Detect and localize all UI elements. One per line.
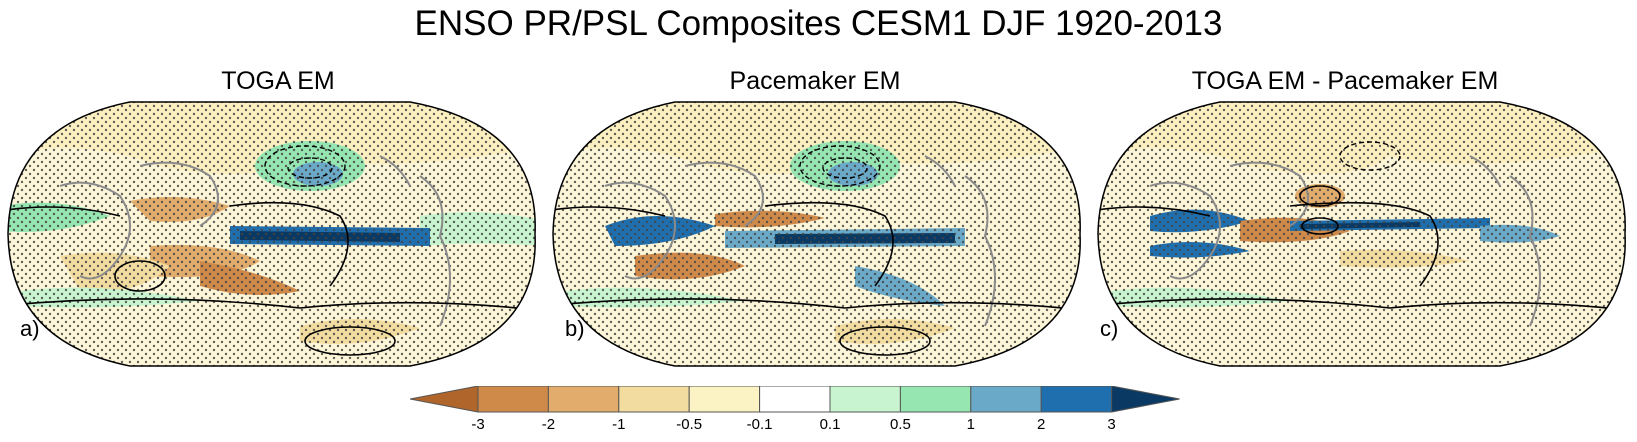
map-pacemaker-em <box>552 101 1081 367</box>
colorbar-box <box>547 386 620 413</box>
map-toga-em <box>7 101 536 367</box>
panel-title-c: TOGA EM - Pacemaker EM <box>1191 67 1499 95</box>
colorbar-box <box>899 386 972 413</box>
panel-pacemaker-em: Pacemaker EM <box>545 66 1085 372</box>
colorbar-box <box>477 386 549 413</box>
colorbar-box <box>759 386 831 413</box>
panel-title-b: Pacemaker EM <box>729 67 901 95</box>
colorbar-box <box>618 386 690 413</box>
colorbar-box <box>829 386 901 413</box>
colorbar-label: 3 <box>1107 416 1115 433</box>
colorbar-boxes <box>410 386 1180 413</box>
colorbar-label: -0.5 <box>676 416 702 433</box>
panel-letter-b: b) <box>565 316 585 341</box>
colorbar-arrow-high <box>1111 386 1180 413</box>
colorbar-label: 2 <box>1037 416 1045 433</box>
colorbar-label: 1 <box>967 416 975 433</box>
colorbar-box <box>970 386 1042 413</box>
colorbar-label: -0.1 <box>747 416 773 433</box>
panel-letter-a: a) <box>20 316 40 341</box>
colorbar-labels: -3 -2 -1 -0.5 -0.1 0.1 0.5 1 2 3 <box>471 416 1115 433</box>
map-difference <box>1097 101 1626 367</box>
page-title: ENSO PR/PSL Composites CESM1 DJF 1920-20… <box>414 4 1223 43</box>
panel-letter-c: c) <box>1100 316 1119 341</box>
colorbar: -3 -2 -1 -0.5 -0.1 0.1 0.5 1 2 3 <box>410 386 1180 433</box>
colorbar-label: -1 <box>612 416 625 433</box>
colorbar-box <box>1040 386 1113 413</box>
panel-title-a: TOGA EM <box>221 67 335 95</box>
colorbar-label: -3 <box>471 416 484 433</box>
colorbar-arrow-low <box>410 386 479 413</box>
panel-difference: TOGA EM - Pacemaker EM <box>1090 66 1630 372</box>
colorbar-box <box>688 386 761 413</box>
colorbar-label: 0.5 <box>890 416 911 433</box>
colorbar-label: 0.1 <box>820 416 841 433</box>
panel-toga-em: TOGA EM <box>0 66 540 372</box>
colorbar-label: -2 <box>542 416 555 433</box>
